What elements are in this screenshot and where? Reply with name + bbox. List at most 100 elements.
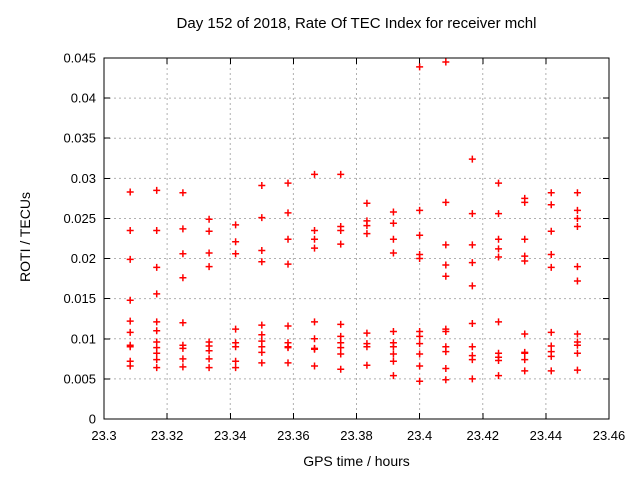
data-point [573, 263, 581, 271]
data-point [442, 348, 450, 356]
data-point [468, 343, 476, 351]
data-point [126, 296, 134, 304]
data-point [547, 263, 555, 271]
data-point [126, 328, 134, 336]
data-point [468, 320, 476, 328]
data-point [258, 258, 266, 266]
data-point [547, 189, 555, 197]
data-point [153, 349, 161, 357]
data-point [442, 376, 450, 384]
data-point [153, 263, 161, 271]
data-point [389, 350, 397, 358]
data-point [337, 226, 345, 234]
data-point [495, 179, 503, 187]
y-tick-label: 0.015 [63, 291, 96, 306]
data-point [521, 356, 529, 364]
data-point [126, 188, 134, 196]
y-tick-label: 0.005 [63, 371, 96, 386]
data-point [179, 189, 187, 197]
data-point [389, 372, 397, 380]
data-point [179, 274, 187, 282]
data-point [126, 362, 134, 370]
data-point [573, 222, 581, 230]
data-point [416, 332, 424, 340]
data-point [284, 235, 292, 243]
data-point [311, 170, 319, 178]
data-point [153, 290, 161, 298]
data-point [389, 219, 397, 227]
data-point [495, 210, 503, 218]
data-point [416, 377, 424, 385]
data-point [416, 63, 424, 71]
y-tick-label: 0.03 [71, 171, 96, 186]
data-point [547, 367, 555, 375]
data-point [126, 255, 134, 263]
x-tick-label: 23.38 [340, 428, 373, 443]
data-point [416, 340, 424, 348]
data-point [442, 241, 450, 249]
y-tick-label: 0 [89, 412, 96, 427]
data-point [126, 343, 134, 351]
data-point [311, 362, 319, 370]
data-point [495, 356, 503, 364]
data-point [389, 235, 397, 243]
data-point [495, 253, 503, 261]
data-point [521, 367, 529, 375]
data-point [442, 328, 450, 336]
data-point [258, 331, 266, 339]
x-tick-label: 23.44 [530, 428, 563, 443]
data-point [573, 330, 581, 338]
data-point [205, 263, 213, 271]
data-point [337, 240, 345, 248]
data-point [442, 58, 450, 66]
y-tick-label: 0.035 [63, 131, 96, 146]
data-point [179, 363, 187, 371]
data-point [311, 244, 319, 252]
data-point [232, 343, 240, 351]
data-point [468, 259, 476, 267]
data-point [153, 364, 161, 372]
data-point [468, 241, 476, 249]
data-point [547, 352, 555, 360]
data-point [205, 227, 213, 235]
data-point [153, 186, 161, 194]
data-point [495, 318, 503, 326]
data-point [573, 189, 581, 197]
data-point [232, 221, 240, 229]
data-point [468, 210, 476, 218]
data-point [573, 214, 581, 222]
data-point [153, 327, 161, 335]
data-point [363, 343, 371, 351]
x-tick-label: 23.42 [466, 428, 499, 443]
x-tick-label: 23.46 [593, 428, 626, 443]
data-point [363, 361, 371, 369]
data-point [495, 372, 503, 380]
data-point [416, 231, 424, 239]
data-point [337, 344, 345, 352]
data-point [337, 332, 345, 340]
data-point [442, 272, 450, 280]
data-point [468, 356, 476, 364]
y-tick-label: 0.04 [71, 91, 96, 106]
data-point [311, 318, 319, 326]
data-point [521, 198, 529, 206]
data-point [126, 317, 134, 325]
data-point [573, 341, 581, 349]
y-tick-label: 0.01 [71, 331, 96, 346]
x-tick-label: 23.34 [214, 428, 247, 443]
data-point [521, 257, 529, 265]
data-point [205, 364, 213, 372]
data-point [337, 365, 345, 373]
data-point [153, 226, 161, 234]
data-point [179, 225, 187, 233]
data-point [495, 235, 503, 243]
data-point [179, 355, 187, 363]
data-point [573, 366, 581, 374]
data-point [153, 356, 161, 364]
data-point [284, 260, 292, 268]
x-tick-label: 23.36 [277, 428, 310, 443]
data-point [442, 261, 450, 269]
data-point [205, 215, 213, 223]
data-point [284, 179, 292, 187]
data-point [442, 364, 450, 372]
